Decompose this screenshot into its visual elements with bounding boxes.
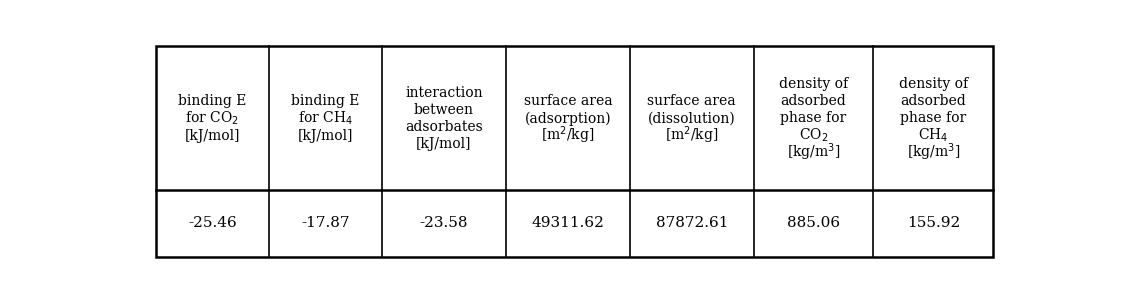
Text: adsorbates: adsorbates bbox=[405, 120, 483, 134]
Text: 885.06: 885.06 bbox=[787, 217, 840, 230]
Text: phase for: phase for bbox=[780, 111, 846, 125]
Text: surface area: surface area bbox=[524, 94, 612, 108]
Text: density of: density of bbox=[779, 77, 849, 91]
Text: binding E: binding E bbox=[291, 94, 360, 108]
Text: [kJ/mol]: [kJ/mol] bbox=[297, 128, 353, 142]
Text: adsorbed: adsorbed bbox=[780, 94, 846, 108]
Text: for CH$_4$: for CH$_4$ bbox=[298, 110, 353, 127]
Text: [kg/m$^3$]: [kg/m$^3$] bbox=[907, 142, 960, 164]
Text: (adsorption): (adsorption) bbox=[525, 111, 611, 126]
Text: adsorbed: adsorbed bbox=[900, 94, 966, 108]
Text: phase for: phase for bbox=[900, 111, 966, 125]
Text: 155.92: 155.92 bbox=[907, 217, 960, 230]
Text: [kJ/mol]: [kJ/mol] bbox=[416, 137, 472, 151]
Text: interaction: interaction bbox=[405, 86, 483, 100]
Text: 49311.62: 49311.62 bbox=[531, 217, 604, 230]
Text: -17.87: -17.87 bbox=[302, 217, 350, 230]
Text: surface area: surface area bbox=[648, 94, 736, 108]
Text: between: between bbox=[414, 103, 474, 117]
Text: -25.46: -25.46 bbox=[188, 217, 237, 230]
Text: [kg/m$^3$]: [kg/m$^3$] bbox=[787, 142, 841, 164]
Text: CO$_2$: CO$_2$ bbox=[799, 127, 828, 144]
Text: (dissolution): (dissolution) bbox=[648, 111, 735, 125]
Text: density of: density of bbox=[899, 77, 967, 91]
Text: -23.58: -23.58 bbox=[419, 217, 469, 230]
Text: 87872.61: 87872.61 bbox=[656, 217, 728, 230]
Text: for CO$_2$: for CO$_2$ bbox=[185, 110, 239, 127]
Text: binding E: binding E bbox=[178, 94, 247, 108]
Text: [kJ/mol]: [kJ/mol] bbox=[185, 128, 240, 142]
Text: [m$^2$/kg]: [m$^2$/kg] bbox=[541, 125, 594, 146]
Text: CH$_4$: CH$_4$ bbox=[918, 127, 948, 144]
Text: [m$^2$/kg]: [m$^2$/kg] bbox=[665, 125, 719, 146]
